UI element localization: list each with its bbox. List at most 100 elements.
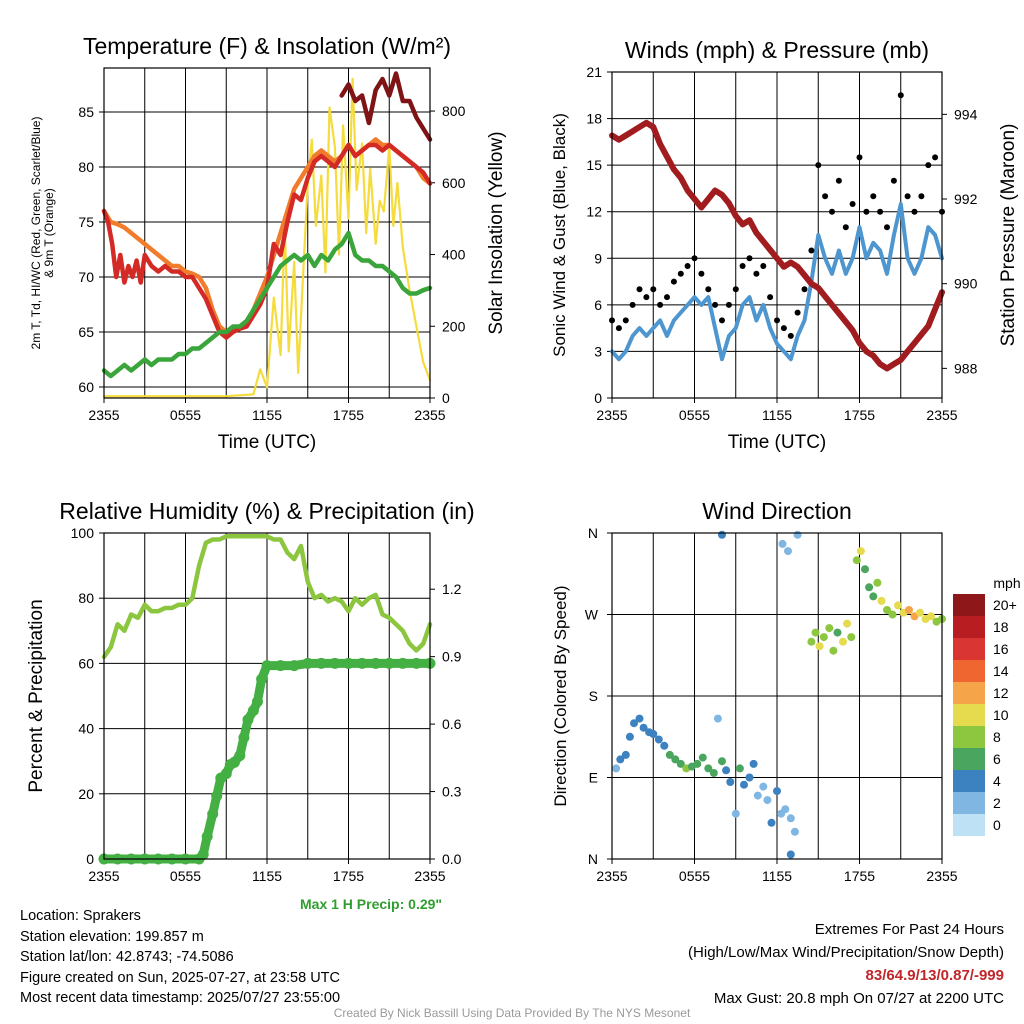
- direction-point: [773, 787, 781, 796]
- panel-2: 2355 0555 1155 1755 2355 Winds (mph) & Pressu…: [550, 37, 1019, 453]
- y2-axis-label: Station Pressure (Maroon): [998, 124, 1019, 347]
- direction-point: [749, 759, 758, 768]
- precip-point: [275, 660, 287, 672]
- direction-point: [676, 759, 685, 768]
- gust-point: [753, 270, 760, 277]
- gust-point: [808, 247, 815, 254]
- x-tick-label: 0555: [170, 407, 201, 423]
- gust-point: [849, 201, 856, 207]
- series-line: [101, 230, 433, 379]
- plot-frame: [611, 71, 943, 399]
- direction-point: [843, 619, 852, 628]
- max-precip-note: Max 1 H Precip: 0.29": [300, 896, 443, 912]
- gust-point: [884, 224, 890, 231]
- panel-title: Wind Direction: [702, 498, 852, 524]
- direction-point: [660, 741, 669, 750]
- legend-label: 18: [993, 619, 1009, 635]
- legend-swatch: [953, 682, 985, 704]
- gust-point: [897, 92, 904, 99]
- y-axis-label: Percent & Precipitation: [26, 599, 47, 792]
- station-info: Location: Sprakers Station elevation: 19…: [20, 906, 340, 1009]
- gust-point: [664, 294, 670, 301]
- direction-point: [753, 791, 762, 800]
- y-tick-label: 80: [78, 159, 94, 175]
- direction-point: [698, 753, 707, 762]
- direction-point: [635, 714, 644, 723]
- y-tick-label: 20: [78, 786, 94, 802]
- direction-point: [819, 633, 828, 642]
- gust-point: [815, 162, 822, 169]
- gust-point: [760, 263, 767, 269]
- y2-tick-label: 0.6: [442, 716, 462, 732]
- y2-tick-label: 990: [954, 276, 978, 292]
- direction-point: [786, 814, 795, 823]
- direction-point: [740, 780, 748, 789]
- direction-point: [856, 547, 865, 556]
- location-text: Location: Sprakers: [20, 908, 141, 924]
- precip-point: [397, 657, 409, 669]
- extremes-subtitle: (High/Low/Max Wind/Precipitation/Snow De…: [688, 944, 1004, 961]
- x-tick-label: 2355: [596, 407, 627, 423]
- x-tick-label: 1155: [252, 407, 282, 423]
- precip-point: [356, 657, 368, 669]
- direction-point: [916, 608, 924, 617]
- direction-point: [778, 539, 787, 548]
- direction-point: [621, 750, 630, 759]
- direction-point: [829, 646, 838, 655]
- direction-point: [722, 766, 731, 775]
- y-tick-label: 85: [78, 104, 94, 120]
- y2-tick-label: 994: [954, 106, 978, 122]
- gust-point: [932, 154, 939, 161]
- legend-title: mph: [993, 575, 1020, 591]
- gust-point: [925, 162, 932, 169]
- gust-point: [677, 270, 684, 277]
- direction-point: [763, 796, 772, 805]
- legend-label: 14: [993, 663, 1009, 679]
- y-tick-label: 70: [78, 269, 94, 285]
- elevation-text: Station elevation: 199.857 m: [20, 928, 204, 945]
- precip-point: [370, 657, 382, 669]
- panel-title: Relative Humidity (%) & Precipitation (i…: [59, 498, 474, 524]
- panel-3: 2355 0555 1155 1755 2355 Relative Humidity (%…: [26, 498, 475, 884]
- y-tick-label: 9: [594, 250, 602, 266]
- precip-point: [197, 849, 209, 860]
- recent-text: Most recent data timestamp: 2025/07/27 2…: [20, 990, 341, 1006]
- legend-label: 20+: [993, 597, 1017, 613]
- y2-axis-label: Solar Insolation (Yellow): [486, 131, 507, 334]
- precip-point: [242, 714, 254, 726]
- y2-tick-label: 0.9: [442, 649, 462, 665]
- y-tick-label: 21: [586, 64, 602, 80]
- panel-title: Temperature (F) & Insolation (W/m²): [83, 33, 451, 59]
- y2-tick-label: 988: [954, 360, 978, 376]
- plot-frame: [103, 67, 431, 399]
- direction-point: [693, 759, 702, 768]
- y-tick-label: 0: [594, 390, 602, 406]
- gust-point: [863, 208, 870, 215]
- y2-tick-label: 992: [954, 191, 978, 207]
- y-tick-label: 18: [586, 111, 602, 127]
- precip-point: [201, 831, 213, 842]
- legend-label: 2: [993, 795, 1001, 811]
- gust-point: [622, 317, 629, 324]
- legend-label: 16: [993, 641, 1009, 657]
- y-tick-label: 3: [594, 343, 602, 359]
- y2-tick-label: 600: [442, 175, 466, 191]
- direction-point: [852, 556, 861, 565]
- y-tick-label: 80: [78, 590, 94, 606]
- legend-swatch: [953, 638, 985, 660]
- gust-point: [794, 309, 801, 316]
- gust-point: [615, 325, 622, 332]
- series-line: [102, 77, 432, 398]
- direction-point: [630, 719, 638, 728]
- direction-point: [793, 530, 802, 539]
- extremes-box: Extremes For Past 24 Hours (High/Low/Max…: [688, 918, 1004, 1010]
- y2-tick-label: 400: [442, 247, 466, 263]
- legend-swatch: [953, 814, 985, 836]
- precip-point: [238, 732, 250, 744]
- y2-tick-label: 0.0: [442, 851, 462, 867]
- y-tick-label: 60: [78, 655, 94, 671]
- gust-point: [904, 193, 911, 200]
- direction-point: [873, 578, 882, 587]
- y-tick-label: 15: [586, 157, 602, 173]
